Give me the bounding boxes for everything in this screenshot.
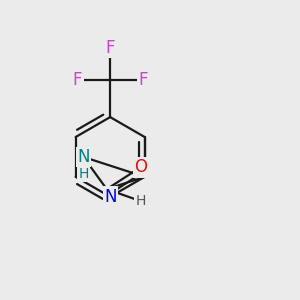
Text: F: F — [105, 39, 115, 57]
Text: H: H — [78, 167, 88, 181]
Text: H: H — [135, 194, 146, 208]
Text: O: O — [134, 158, 147, 176]
Text: F: F — [73, 71, 82, 89]
Text: F: F — [138, 71, 148, 89]
Text: N: N — [104, 188, 116, 206]
Text: N: N — [77, 148, 90, 166]
